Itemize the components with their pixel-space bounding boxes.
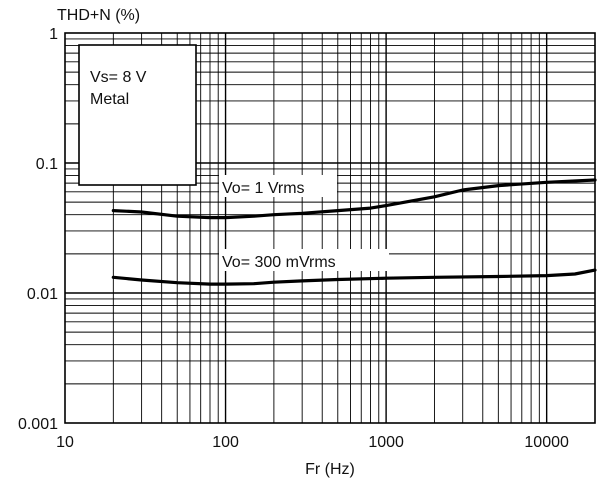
conditions-box-frame [78, 44, 197, 186]
plot-frame [64, 32, 596, 424]
x-tick-label: 10000 [524, 434, 569, 451]
series-2-label-bg [219, 249, 389, 271]
series-line-2 [111, 268, 597, 286]
x-tick-label: 1000 [368, 434, 404, 451]
conditions-box: Vs= 8 V Metal [78, 44, 197, 186]
x-tick-label: 10 [56, 434, 74, 451]
series-1-label-bg [219, 175, 337, 197]
x-tick-label: 100 [212, 434, 239, 451]
y-tick-label: 0.1 [36, 156, 58, 173]
tick-labels: 10 100 1000 10000 1 0.1 0.01 0.001 [18, 26, 569, 451]
y-axis-title: THD+N (%) [57, 7, 140, 24]
y-tick-label: 0.001 [18, 416, 58, 433]
conditions-material: Metal [90, 91, 129, 108]
x-axis-title: Fr (Hz) [305, 461, 355, 478]
series-1-label: Vo= 1 Vrms [222, 180, 305, 197]
grid-major [65, 33, 595, 423]
series-line-1 [111, 178, 597, 220]
conditions-vs: Vs= 8 V [90, 69, 147, 86]
series-lines [111, 178, 597, 286]
y-tick-label: 0.01 [27, 286, 58, 303]
series-2-label: Vo= 300 mVrms [222, 254, 336, 271]
y-tick-label: 1 [49, 26, 58, 43]
